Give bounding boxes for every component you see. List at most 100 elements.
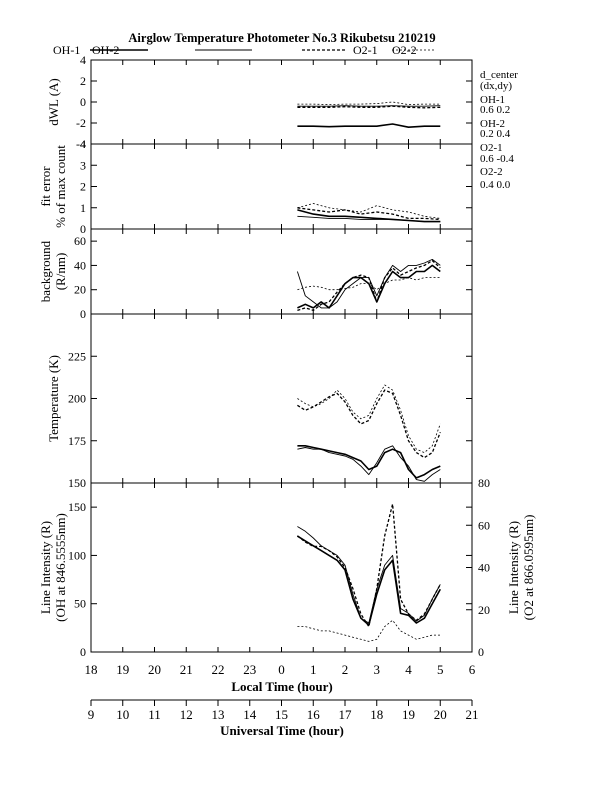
local-time-tick-label: 3 [374,662,381,677]
y-axis-label-line2: (OH at 846.5555nm) [53,513,68,622]
y-tick-label: 0 [80,95,86,109]
series-o2-1 [297,259,441,312]
series-o2-2 [297,384,441,454]
y-right-tick-label: 20 [478,603,490,617]
series-oh-2 [297,526,441,624]
y-tick-label: 200 [68,392,86,406]
dcenter-label-o2-2: O2-2 [480,166,503,178]
local-time-tick-label: 19 [116,662,129,677]
y-axis-label: background [38,240,53,302]
universal-time-tick-label: 14 [243,707,257,722]
universal-time-tick-label: 9 [88,707,95,722]
chart-title: Airglow Temperature Photometer No.3 Riku… [128,31,435,45]
y-tick-label: 150 [68,476,86,490]
y-tick-label: 4 [80,137,86,151]
local-time-tick-label: 22 [212,662,225,677]
universal-time-tick-label: 20 [434,707,447,722]
y-tick-label: 20 [74,283,86,297]
local-time-tick-label: 18 [85,662,98,677]
y-axis-label: Temperature (K) [46,355,61,442]
panel-frame [90,482,473,653]
series-o2-2 [297,101,441,105]
local-time-tick-label: 4 [405,662,412,677]
legend-label-o2-2: O2-2 [392,43,417,57]
y-tick-label: 2 [80,74,86,88]
panel-frame [90,59,473,145]
dcenter-value-o2-2: 0.4 0.0 [480,179,511,191]
series-oh-2 [297,445,441,482]
y-tick-label: 60 [74,234,86,248]
y-right-tick-label: 40 [478,561,490,575]
y-tick-label: 150 [68,500,86,514]
y-axis-label: fit error [38,166,53,207]
local-time-tick-label: 20 [148,662,161,677]
chart-panels: -4 -2 0 2 4 dWL (A) 0 1 2 3 4 fit error% of max cou… [38,53,536,659]
universal-time-tick-label: 15 [275,707,288,722]
universal-time-tick-label: 16 [307,707,321,722]
y-right-tick-label: 80 [478,476,490,490]
y-axis-label: Line Intensity (R) [38,521,53,614]
series-o2-1 [297,389,441,459]
y-axis-label-line2: % of max count [53,145,68,228]
series-oh-1 [296,535,442,626]
y-tick-label: 40 [74,258,86,272]
legend-label-o2-1: O2-1 [353,43,378,57]
y-tick-label: 225 [68,349,86,363]
y-right-tick-label: 0 [478,645,484,659]
local-time-tick-label: 23 [243,662,256,677]
local-time-axis-label: Local Time (hour) [231,679,332,694]
universal-time-tick-label: 18 [370,707,383,722]
legend-label-oh-2: OH-2 [92,43,119,57]
local-time-tick-label: 1 [310,662,317,677]
dcenter-title: d_center [480,69,518,81]
y-right-axis-label-line2: (O2 at 866.0595nm) [521,515,536,621]
d-center-annotation: d_center(dx,dy) OH-10.6 0.2 OH-20.2 0.4 O2-… [480,69,518,191]
universal-time-tick-label: 21 [466,707,479,722]
panel-dwl: -4 -2 0 2 4 dWL (A) [46,53,473,151]
dcenter-value-o2-1: 0.6 -0.4 [480,153,514,165]
y-right-axis-label: Line Intensity (R) [506,521,521,614]
universal-time-tick-label: 17 [339,707,353,722]
dcenter-value-oh-1: 0.6 0.2 [480,104,510,116]
y-tick-label: 175 [68,434,86,448]
series-o2-2 [297,203,441,219]
universal-time-tick-label: 10 [116,707,129,722]
y-tick-label: 0 [80,307,86,321]
series-oh-2 [297,215,441,223]
y-axis-label-line2: (R/nm) [53,253,68,291]
dcenter-label-oh-1: OH-1 [480,94,505,106]
dcenter-label-oh-2: OH-2 [480,118,505,130]
y-tick-label: 100 [68,548,86,562]
local-time-tick-label: 0 [278,662,285,677]
y-tick-label: 3 [80,158,86,172]
y-tick-label: 0 [80,645,86,659]
y-tick-label: -2 [76,116,86,130]
y-tick-label: -4 [76,137,86,151]
y-right-tick-label: 60 [478,518,490,532]
y-axis-label: dWL (A) [46,78,61,126]
y-tick-label: 2 [80,180,86,194]
legend: OH-1 OH-2 O2-1 O2-2 [53,43,434,57]
universal-time-tick-label: 13 [212,707,225,722]
series-o2-1 [297,207,441,221]
series-o2-2 [297,277,441,291]
panel-frame [90,313,473,484]
panel-background: 0 20 40 60 background (R/nm) [38,228,473,321]
y-tick-label: 0 [80,222,86,236]
series-o2-1 [296,503,441,628]
local-time-tick-label: 2 [342,662,349,677]
series-o2-2 [297,619,441,642]
local-time-tick-label: 6 [469,662,476,677]
y-tick-label: 50 [74,597,86,611]
universal-time-tick-label: 12 [180,707,193,722]
panel-frame [90,228,473,315]
dcenter-value-oh-2: 0.2 0.4 [480,128,511,140]
x-axes: Local Time (hour) Universal Time (hour) … [85,662,479,738]
panel-temperature: 150 175 200 225 Temperature (K) [46,313,473,490]
universal-time-tick-label: 19 [402,707,415,722]
local-time-tick-label: 21 [180,662,193,677]
series-oh-2 [297,105,441,107]
y-tick-label: 4 [80,53,86,67]
